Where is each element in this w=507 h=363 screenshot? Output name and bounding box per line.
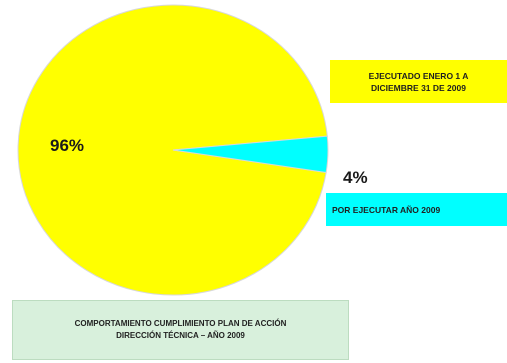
caption-line2: DIRECCIÓN TÉCNICA – AÑO 2009 [116,331,245,340]
slice-label-por-ejecutar: 4% [343,168,368,187]
caption-line1: COMPORTAMIENTO CUMPLIMIENTO PLAN DE ACCI… [74,319,287,328]
slice-label-ejecutado: 96% [50,136,85,155]
legend-ejecutado-line1: EJECUTADO ENERO 1 A [368,70,469,81]
pie-slice-por-ejecutar [172,135,329,174]
chart-caption: COMPORTAMIENTO CUMPLIMIENTO PLAN DE ACCI… [12,300,349,360]
legend-entry-ejecutado: EJECUTADO ENERO 1 A DICIEMBRE 31 DE 2009 [330,60,507,103]
legend-por-ejecutar-label: POR EJECUTAR AÑO 2009 [332,204,441,215]
pie-slice-ejecutado [17,4,328,296]
legend-ejecutado-line2: DICIEMBRE 31 DE 2009 [371,82,466,93]
legend-entry-por-ejecutar: POR EJECUTAR AÑO 2009 [326,193,507,226]
